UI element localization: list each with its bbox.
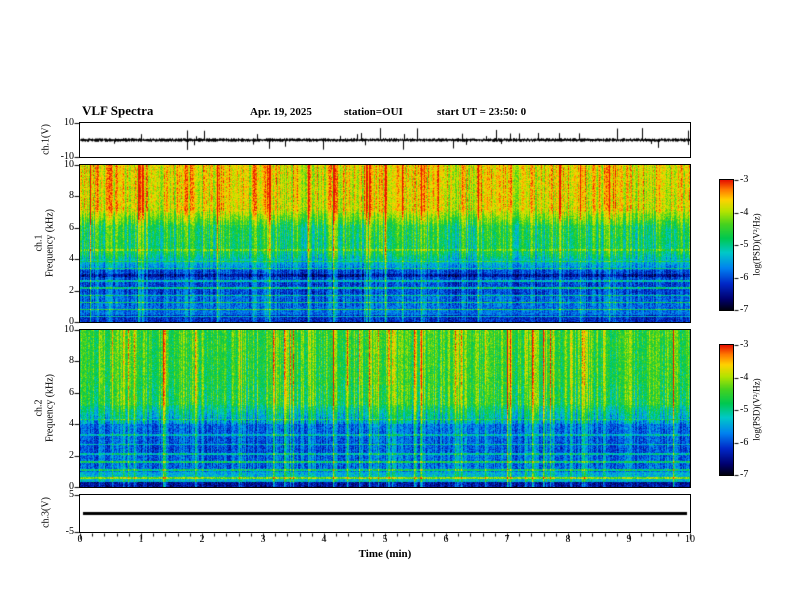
colorbar-ch2-canvas (720, 345, 733, 475)
ch2-freq-tick-label: 2 (69, 450, 74, 461)
ch3-volt-tick-label: 5 (69, 489, 74, 500)
colorbar2-tick-label: -3 (740, 339, 749, 350)
ch1-spectrogram-canvas (80, 165, 690, 322)
colorbar-ch2-panel (719, 344, 734, 476)
ch1-volt-tick-label: 10 (64, 117, 74, 128)
time-axis-label: Time (min) (358, 548, 412, 560)
ch3-voltage-axis-label: ch.3(V) (40, 497, 52, 528)
ch1-freq-tick-label: 4 (69, 253, 74, 264)
x-tick-label: 6 (443, 534, 449, 545)
colorbar-ch1-panel (719, 179, 734, 311)
ch2-spectrogram-canvas (80, 330, 690, 487)
ch2-freq-tick-label: 10 (64, 324, 74, 335)
colorbar-ch1-canvas (720, 180, 733, 310)
ch1-freq-tick-label: 2 (69, 285, 74, 296)
ch1-axis-line1: ch.1 (33, 234, 45, 252)
ch3-waveform-canvas (80, 495, 690, 532)
colorbar1-tick-label: -4 (740, 207, 749, 218)
colorbar2-tick-label: -5 (740, 404, 749, 415)
ch1-waveform-panel (79, 122, 691, 158)
x-tick-label: 3 (260, 534, 266, 545)
ch2-frequency-axis-label: ch.2 Frequency (kHz) (34, 330, 56, 487)
header-station: station=OUI (344, 106, 403, 118)
header-date: Apr. 19, 2025 (250, 106, 312, 118)
ch1-spectrogram-panel (79, 164, 691, 323)
ch1-freq-tick-label: 0 (69, 316, 74, 327)
colorbar1-tick-label: -5 (740, 239, 749, 250)
x-tick-label: 10 (685, 534, 695, 545)
ch2-freq-tick-label: 0 (69, 481, 74, 492)
ch3-volt-tick-label: -5 (65, 526, 74, 537)
x-tick-label: 8 (565, 534, 571, 545)
colorbar2-tick-label: -4 (740, 372, 749, 383)
ch1-voltage-axis-label: ch.1(V) (40, 124, 52, 155)
x-tick-label: 7 (504, 534, 510, 545)
colorbar2-tick-label: -6 (740, 437, 749, 448)
x-tick-label: 4 (321, 534, 327, 545)
ch1-freq-tick-label: 10 (64, 159, 74, 170)
ch2-freq-tick-label: 4 (69, 418, 74, 429)
ch1-freq-tick-label: 8 (69, 190, 74, 201)
x-tick-label: 0 (77, 534, 83, 545)
ch1-freq-tick-label: 6 (69, 222, 74, 233)
x-tick-label: 5 (382, 534, 388, 545)
header-start-ut: start UT = 23:50: 0 (437, 106, 527, 118)
plot-title: VLF Spectra (82, 103, 154, 118)
ch1-frequency-axis-label: ch.1 Frequency (kHz) (34, 165, 56, 322)
ch1-volt-tick-label: -10 (60, 151, 74, 162)
colorbar1-tick-label: -3 (740, 174, 749, 185)
ch2-axis-line1: ch.2 (33, 399, 45, 417)
ch1-axis-line2: Frequency (kHz) (44, 208, 56, 278)
ch1-waveform-canvas (80, 123, 690, 157)
ch2-freq-tick-label: 8 (69, 355, 74, 366)
x-tick-label: 9 (626, 534, 632, 545)
colorbar2-tick-label: -7 (740, 469, 749, 480)
x-tick-label: 2 (199, 534, 205, 545)
colorbar1-tick-label: -7 (740, 304, 749, 315)
colorbar1-tick-label: -6 (740, 272, 749, 283)
x-tick-label: 1 (138, 534, 144, 545)
ch2-axis-line2: Frequency (kHz) (44, 373, 56, 443)
ch3-waveform-panel (79, 494, 691, 533)
ch2-freq-tick-label: 6 (69, 387, 74, 398)
ch2-spectrogram-panel (79, 329, 691, 488)
